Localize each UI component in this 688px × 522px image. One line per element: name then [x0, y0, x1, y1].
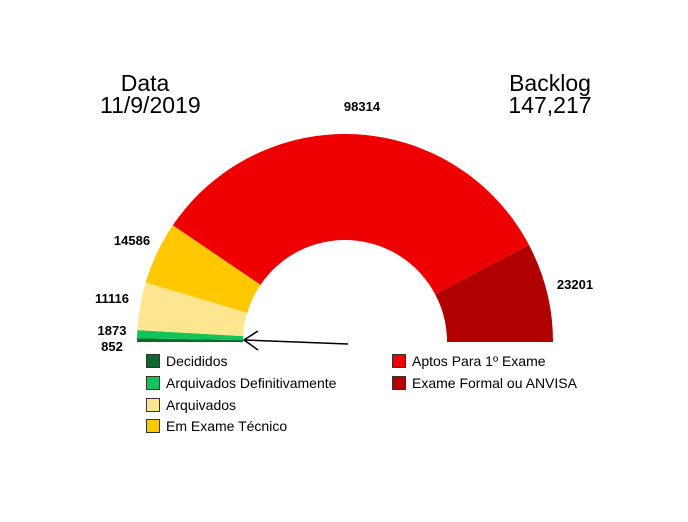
legend-swatch — [146, 398, 160, 412]
data-label: 1873 — [98, 323, 127, 338]
data-label: 11116 — [95, 291, 129, 306]
legend-item: Arquivados Definitivamente — [146, 375, 336, 391]
legend-label: Em Exame Técnico — [166, 418, 287, 434]
legend-label: Decididos — [166, 353, 227, 369]
legend-label: Arquivados Definitivamente — [166, 375, 336, 391]
chart: Data 11/9/2019 Backlog 147,217 852187311… — [0, 0, 688, 522]
legend-item: Exame Formal ou ANVISA — [392, 375, 577, 391]
legend-label: Aptos Para 1º Exame — [412, 353, 546, 369]
legend-label: Exame Formal ou ANVISA — [412, 375, 577, 391]
data-label: 852 — [101, 339, 123, 354]
legend-label: Arquivados — [166, 397, 236, 413]
legend-swatch — [392, 354, 406, 368]
legend-item: Arquivados — [146, 397, 236, 413]
arrow-line — [244, 340, 348, 344]
legend-item: Decididos — [146, 353, 227, 369]
legend-swatch — [146, 376, 160, 390]
legend-item: Em Exame Técnico — [146, 418, 287, 434]
legend-item: Aptos Para 1º Exame — [392, 353, 546, 369]
legend-swatch — [392, 376, 406, 390]
data-label: 98314 — [344, 99, 381, 114]
data-label: 14586 — [114, 233, 150, 248]
donut-svg: 8521873 11116 14586 98314 23201 — [0, 0, 688, 522]
legend-swatch — [146, 354, 160, 368]
legend-swatch — [146, 419, 160, 433]
data-label: 23201 — [557, 277, 593, 292]
